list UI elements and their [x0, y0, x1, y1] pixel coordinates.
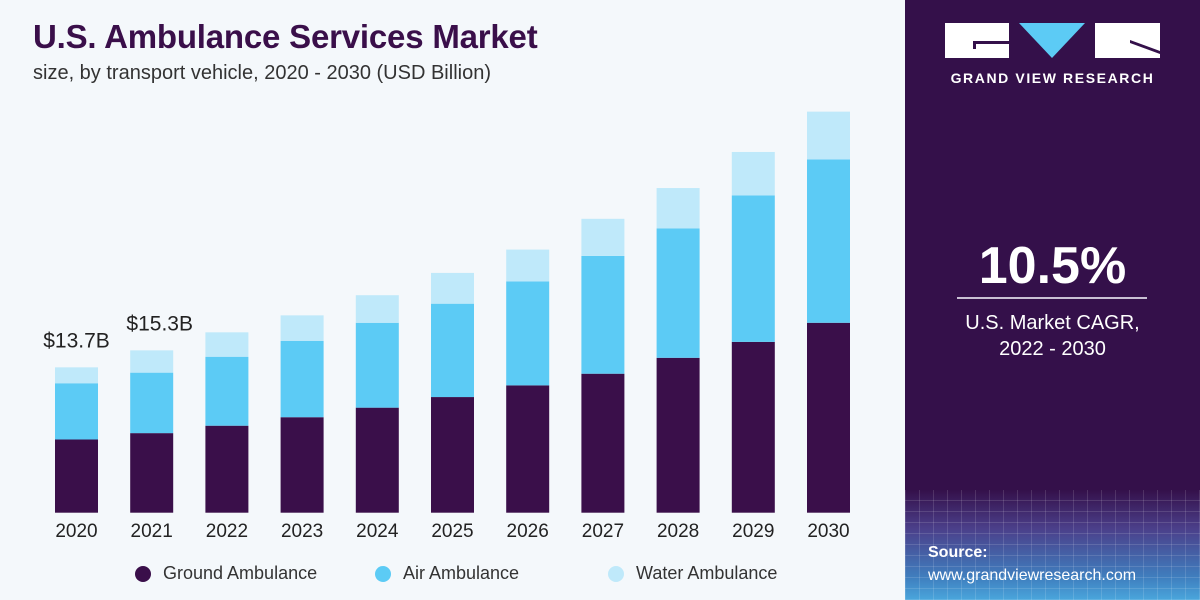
chart-subtitle: size, by transport vehicle, 2020 - 2030 …	[33, 62, 491, 84]
source-url[interactable]: www.grandviewresearch.com	[928, 567, 1137, 584]
bar-water-2028	[656, 188, 700, 229]
bar-air-2023	[280, 340, 324, 418]
bar-water-2026	[506, 249, 550, 282]
grid-background-decoration	[905, 490, 1200, 600]
legend-label-water: Water Ambulance	[636, 563, 778, 583]
grand-view-research-logo	[945, 23, 1160, 58]
x-tick-label: 2024	[356, 521, 399, 542]
x-tick-label: 2023	[281, 521, 323, 542]
bar-water-2029	[731, 151, 775, 196]
info-panel: GRAND VIEW RESEARCH 10.5% U.S. Market CA…	[905, 0, 1200, 600]
cagr-label: U.S. Market CAGR, 2022 - 2030	[905, 310, 1200, 362]
legend-label-ground: Ground Ambulance	[163, 563, 318, 583]
legend-item-water: Water Ambulance	[608, 563, 777, 584]
bar-ground-2029	[731, 341, 775, 513]
bar-water-2021	[130, 350, 174, 373]
stacked-bar-chart: 2020 $13.7B 2021 $15.3B 2022 2023 2024 2025 2026…	[43, 111, 850, 542]
bar-ground-2026	[506, 385, 550, 513]
bar-ground-2023	[280, 417, 324, 513]
legend-item-air: Air Ambulance	[375, 563, 519, 584]
x-tick-label: 2020	[55, 521, 97, 542]
bar-ground-2027	[581, 373, 625, 513]
bar-air-2025	[431, 303, 474, 398]
x-tick-label: 2022	[206, 521, 248, 542]
bar-ground-2024	[355, 407, 399, 513]
bar-ground-2028	[656, 357, 700, 513]
bar-water-2030	[807, 111, 850, 160]
bar-water-2022	[205, 332, 249, 357]
bar-water-2027	[581, 218, 625, 256]
legend-swatch-ground	[135, 565, 151, 582]
x-tick-label: 2027	[582, 521, 624, 542]
bar-air-2030	[807, 159, 850, 323]
bar-water-2020	[55, 367, 98, 384]
bar-air-2028	[656, 228, 700, 358]
bar-water-2023	[280, 315, 324, 341]
divider	[957, 297, 1147, 299]
brand-name: GRAND VIEW RESEARCH	[950, 70, 1155, 86]
x-tick-label: 2028	[657, 521, 699, 542]
data-label-2021: $15.3B	[126, 312, 193, 335]
bar-air-2024	[355, 322, 399, 408]
x-tick-label: 2021	[131, 521, 173, 542]
x-tick-label: 2026	[507, 521, 549, 542]
bar-ground-2020	[55, 439, 98, 513]
bar-air-2027	[581, 255, 625, 374]
bar-ground-2030	[807, 322, 850, 513]
bar-air-2022	[205, 356, 249, 426]
bar-ground-2025	[431, 397, 474, 513]
legend-swatch-air	[375, 565, 391, 582]
bar-water-2025	[431, 272, 474, 304]
x-tick-label: 2029	[732, 521, 774, 542]
chart-title: U.S. Ambulance Services Market	[33, 18, 538, 55]
bar-air-2021	[130, 372, 174, 434]
bar-air-2029	[731, 195, 775, 342]
legend-item-ground: Ground Ambulance	[135, 563, 317, 584]
source-label: Source:	[928, 544, 988, 561]
bar-water-2024	[355, 295, 399, 323]
bar-ground-2022	[205, 425, 249, 513]
cagr-label-line2: 2022 - 2030	[999, 338, 1106, 360]
bar-ground-2021	[130, 433, 174, 513]
bar-air-2026	[506, 281, 550, 386]
cagr-value: 10.5%	[978, 237, 1127, 295]
legend-label-air: Air Ambulance	[403, 563, 520, 583]
x-tick-label: 2030	[807, 521, 849, 542]
cagr-label-line1: U.S. Market CAGR,	[965, 312, 1140, 334]
data-label-2020: $13.7B	[43, 329, 110, 352]
legend-swatch-water	[608, 565, 624, 582]
bar-air-2020	[55, 383, 98, 440]
x-tick-label: 2025	[431, 521, 473, 542]
